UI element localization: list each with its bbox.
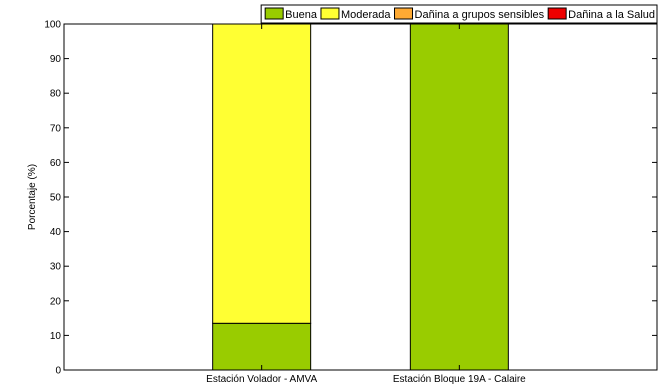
y-tick-label: 80 — [50, 89, 62, 100]
bar-segment-1-category-1 — [212, 322, 312, 371]
legend-swatch — [547, 7, 567, 20]
bar-segment-2-category-1 — [212, 23, 312, 324]
legend: Dañina a la Salud Dañina a grupos sensibl… — [260, 4, 658, 24]
legend-label: Moderada — [341, 9, 391, 21]
y-tick-label: 90 — [50, 54, 62, 65]
y-tick-label: 60 — [50, 158, 62, 169]
x-tick-label: Estación Bloque 19A - Calaire — [393, 374, 526, 385]
y-tick-label: 50 — [50, 193, 62, 204]
y-tick-label: 20 — [50, 296, 62, 307]
legend-label: Dañina a la Salud — [568, 9, 655, 21]
x-axis: Estación Volador - AMVA Estación Bloque 1… — [206, 24, 526, 385]
bar-segment-1-category-2 — [409, 23, 509, 371]
y-axis: 0 10 20 30 40 50 60 70 80 90 100 — [44, 20, 657, 377]
legend-swatch — [394, 7, 414, 20]
legend-swatch — [320, 7, 340, 20]
y-tick-label: 30 — [50, 262, 62, 273]
y-axis-title: Porcentaje (%) — [27, 164, 38, 230]
legend-label: Dañina a grupos sensibles — [415, 9, 545, 21]
plot-area — [64, 24, 657, 370]
y-tick-label: 0 — [55, 366, 61, 377]
y-tick-label: 70 — [50, 123, 62, 134]
y-tick-label: 10 — [50, 331, 62, 342]
y-tick-label: 100 — [44, 20, 61, 31]
legend-label: Buena — [285, 9, 318, 21]
legend-swatch — [264, 7, 284, 20]
x-tick-label: Estación Volador - AMVA — [206, 374, 317, 385]
y-tick-label: 40 — [50, 227, 62, 238]
